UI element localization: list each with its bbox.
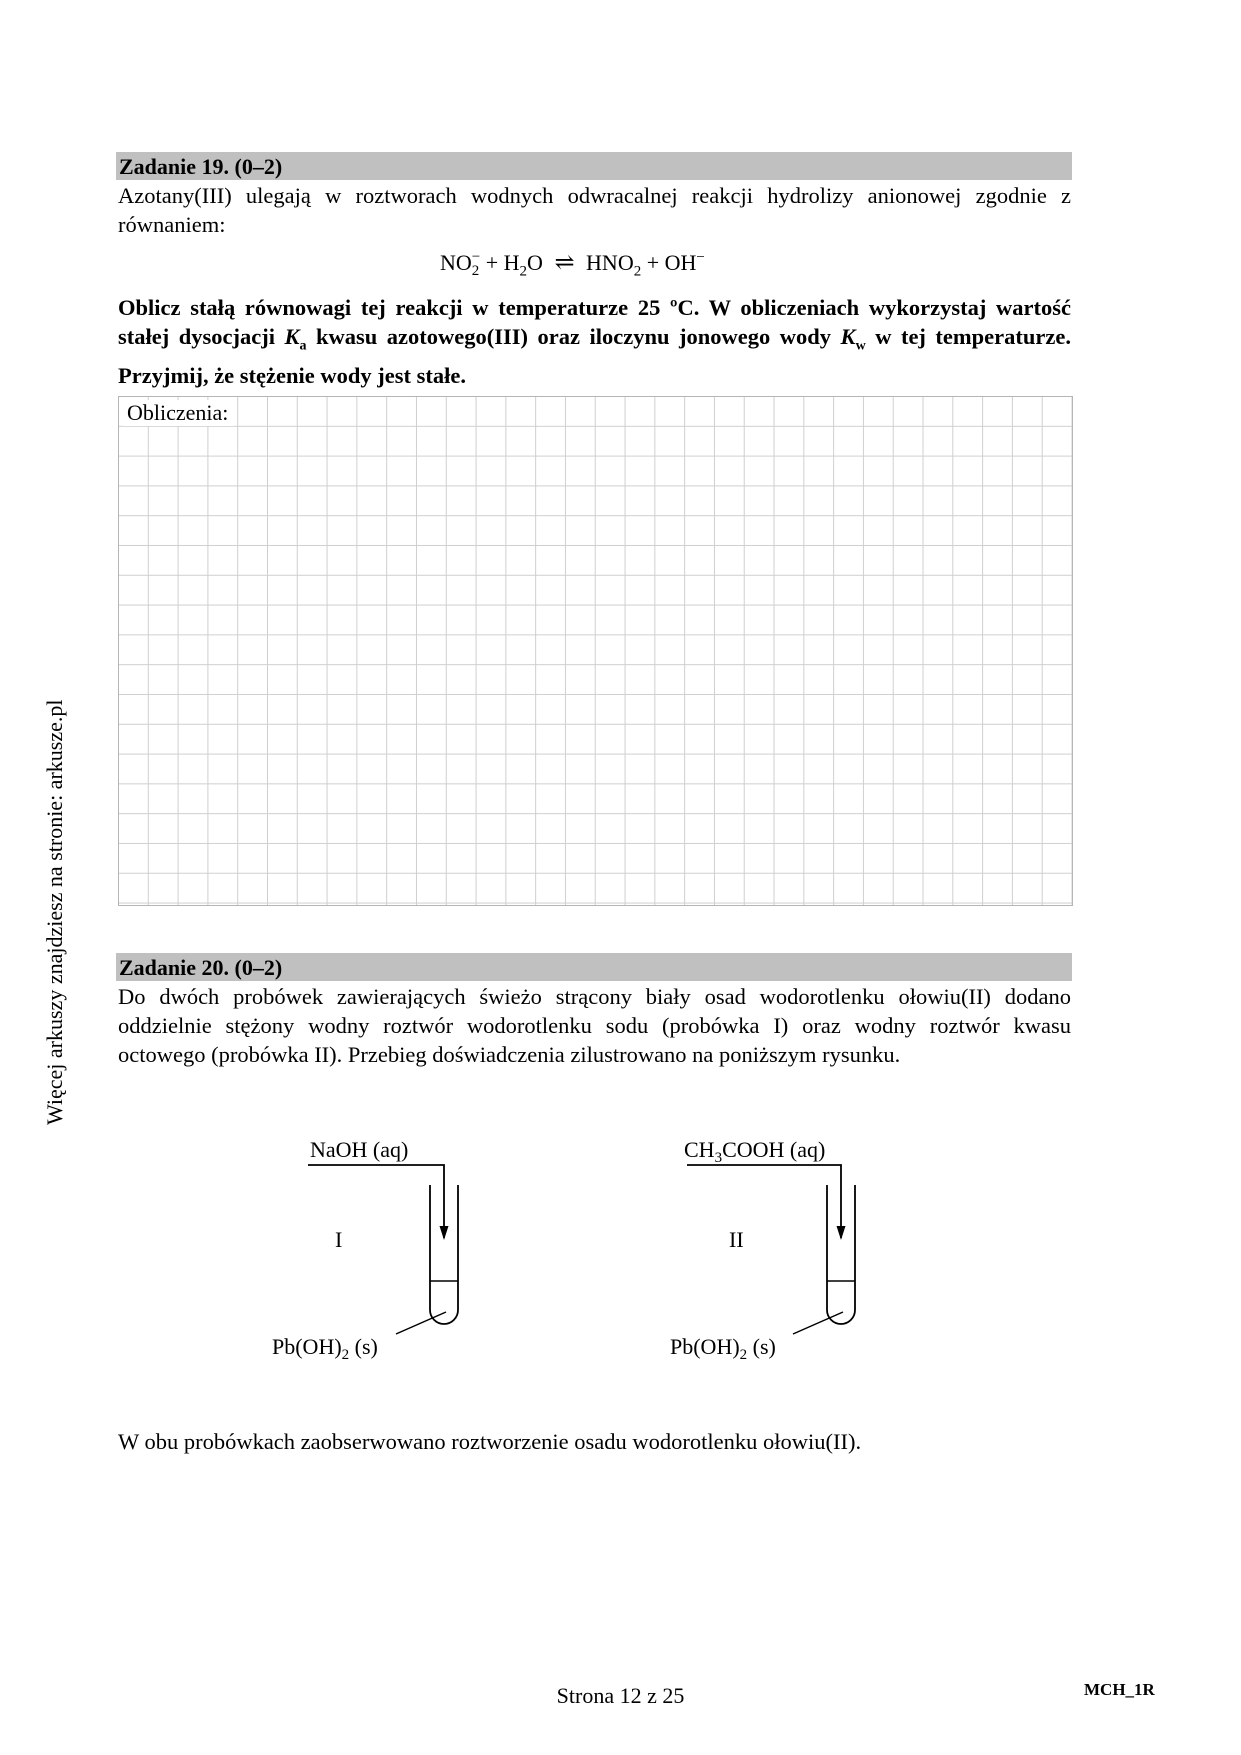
- arrow-head-2: [836, 1226, 846, 1240]
- eq-equilibrium-arrow: ⇌: [554, 250, 575, 276]
- eq-water: + H2O: [485, 250, 543, 280]
- grid-label: Obliczenia:: [123, 400, 235, 426]
- tube-1-number: I: [335, 1227, 342, 1252]
- side-watermark-text: Więcej arkuszy znajdziesz na stronie: ar…: [42, 699, 67, 1125]
- test-tube-2: [687, 1164, 856, 1335]
- test-tube-1: [308, 1164, 459, 1335]
- eq-reactant-nitrite: NO −2: [440, 249, 481, 279]
- task-20-header: Zadanie 20. (0–2): [116, 953, 1072, 981]
- task-20-observation: W obu probówkach zaobserwowano roztworze…: [118, 1429, 862, 1454]
- calculation-grid[interactable]: Obliczenia:: [118, 396, 1073, 906]
- tube-2-reagent-label: CH3COOH (aq): [684, 1137, 825, 1166]
- tube-2-number: II: [729, 1227, 744, 1252]
- task-19-intro: Azotany(III) ulegają w roztworach wodnyc…: [118, 183, 1071, 237]
- task-19-header: Zadanie 19. (0–2): [116, 152, 1072, 180]
- tube-2-precipitate-label: Pb(OH)2 (s): [670, 1334, 776, 1363]
- arrow-head-1: [439, 1226, 449, 1240]
- eq-product-hydroxide: + OH−: [646, 249, 705, 275]
- task-20-intro: Do dwóch probówek zawierających świeżo s…: [118, 984, 1071, 1067]
- task-19-instruction: Oblicz stałą równowagi tej reakcji w tem…: [118, 295, 1071, 388]
- tube-1-precipitate-label: Pb(OH)2 (s): [272, 1334, 378, 1363]
- eq-product-hno2: HNO2: [586, 250, 642, 280]
- page-number: Strona 12 z 25: [556, 1683, 685, 1708]
- tube-1-reagent-label: NaOH (aq): [310, 1137, 408, 1162]
- task-19-equation: NO −2 + H2O ⇌ HNO2 + OH−: [440, 248, 705, 280]
- document-code: MCH_1R: [1084, 1680, 1155, 1699]
